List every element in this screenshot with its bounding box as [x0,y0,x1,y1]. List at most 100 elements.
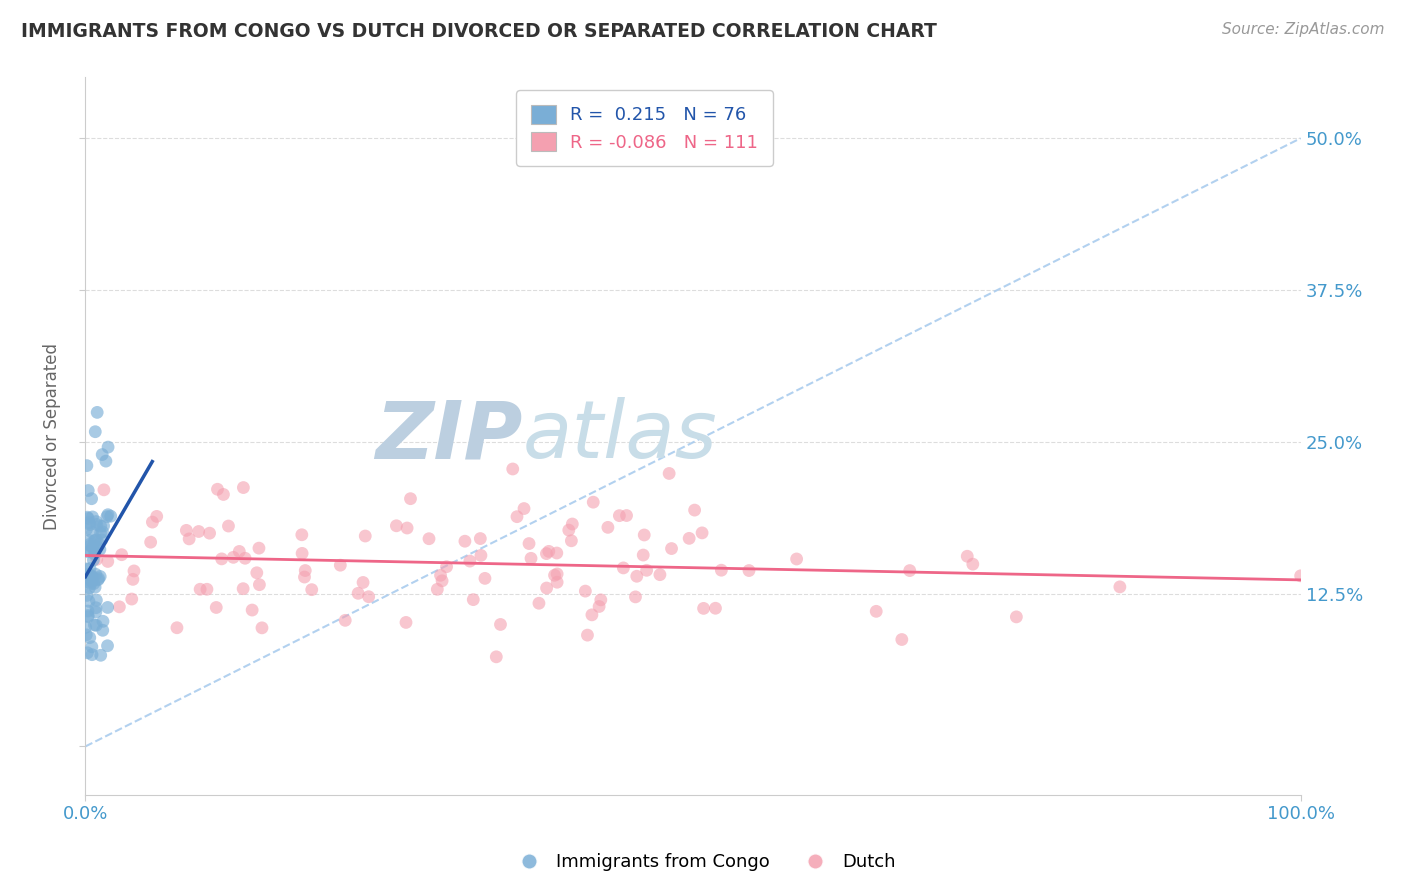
Point [543,568,565,582]
Point [111,548,134,562]
Point [683,503,706,517]
Point [187,524,209,539]
Point [582,495,605,509]
Point [527,596,550,610]
Point [678,532,700,546]
Point [97,508,120,522]
Point [90,533,112,547]
Point [463,592,485,607]
Point [536,581,558,595]
Point [77,483,100,498]
Point [79,544,101,558]
Point [77,609,100,624]
Point [141,515,163,529]
Point [79,631,101,645]
Point [84,605,107,619]
Point [561,516,583,531]
Point [86,517,108,532]
Point [90,648,112,663]
Point [609,508,631,523]
Point [636,563,658,577]
Point [436,559,458,574]
Point [294,564,316,578]
Point [546,546,568,560]
Point [502,462,524,476]
Point [546,566,568,581]
Point [291,546,314,560]
Point [898,564,921,578]
Point [589,592,612,607]
Point [616,508,638,523]
Point [84,618,107,632]
Point [385,518,408,533]
Point [93,519,115,533]
Point [76,510,98,524]
Point [90,519,112,533]
Point [430,574,453,588]
Point [80,569,103,583]
Point [558,523,581,537]
Point [84,425,107,439]
Y-axis label: Divorced or Separated: Divorced or Separated [44,343,60,530]
Point [228,544,250,558]
Point [96,509,118,524]
Legend: R =  0.215   N = 76, R = -0.086   N = 111: R = 0.215 N = 76, R = -0.086 N = 111 [516,90,773,166]
Point [82,525,104,540]
Point [79,561,101,575]
Point [631,548,654,562]
Point [77,567,100,582]
Point [97,600,120,615]
Point [90,526,112,541]
Point [596,520,619,534]
Point [77,516,100,530]
Point [588,599,610,614]
Point [82,510,104,524]
Point [710,563,733,577]
Point [198,526,221,541]
Point [76,588,98,602]
Point [520,551,543,566]
Point [648,567,671,582]
Point [250,621,273,635]
Point [489,617,512,632]
Point [426,582,449,597]
Point [458,554,481,568]
Point [576,628,599,642]
Point [86,552,108,566]
Point [692,601,714,615]
Point [232,582,254,596]
Point [962,557,984,571]
Text: IMMIGRANTS FROM CONGO VS DUTCH DIVORCED OR SEPARATED CORRELATION CHART: IMMIGRANTS FROM CONGO VS DUTCH DIVORCED … [21,22,936,41]
Point [75,523,97,537]
Point [352,575,374,590]
Point [418,532,440,546]
Point [84,600,107,615]
Point [454,534,477,549]
Point [77,511,100,525]
Point [83,547,105,561]
Point [1005,610,1028,624]
Point [82,553,104,567]
Point [80,569,103,583]
Point [347,586,370,600]
Point [139,535,162,549]
Point [79,533,101,548]
Point [222,550,245,565]
Point [395,615,418,630]
Point [89,542,111,557]
Point [176,524,198,538]
Point [217,519,239,533]
Text: atlas: atlas [523,397,717,475]
Point [581,607,603,622]
Point [633,528,655,542]
Point [560,533,582,548]
Point [233,551,256,566]
Point [574,584,596,599]
Point [188,582,211,597]
Point [536,547,558,561]
Point [179,532,201,546]
Point [890,632,912,647]
Point [100,509,122,524]
Point [207,483,229,497]
Point [91,624,114,638]
